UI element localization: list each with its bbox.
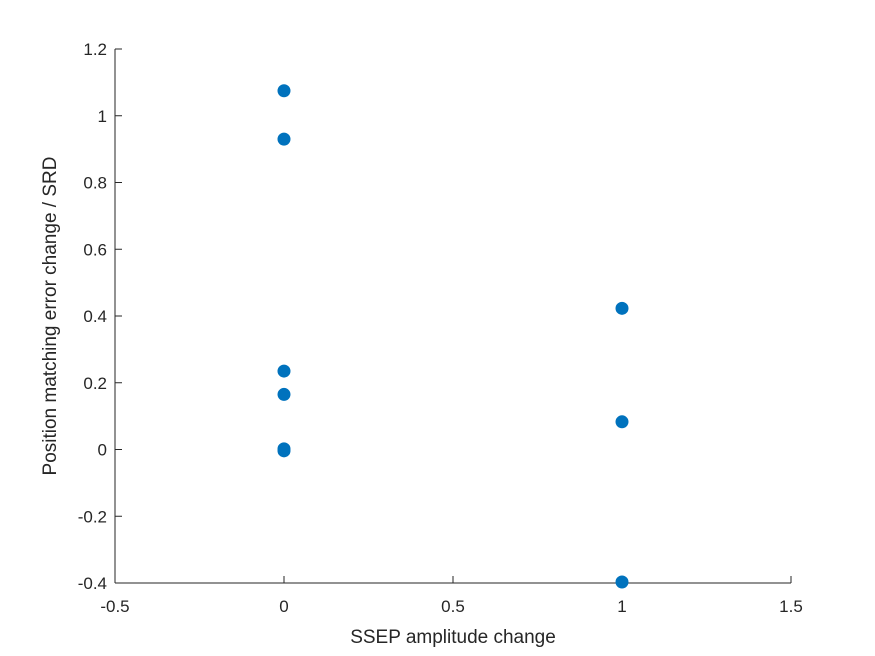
y-tick-label: 0.4: [83, 307, 107, 326]
y-tick-label: 0: [98, 441, 107, 460]
x-tick-label: -0.5: [100, 597, 129, 616]
y-tick-label: 1.2: [83, 40, 107, 59]
x-tick-label: 1: [617, 597, 626, 616]
scatter-point: [615, 415, 629, 429]
y-tick-label: 1: [98, 107, 107, 126]
y-tick-label: 0.2: [83, 374, 107, 393]
scatter-point: [615, 301, 629, 315]
x-axis-label: SSEP amplitude change: [350, 627, 556, 648]
scatter-point: [277, 387, 291, 401]
data-points: [277, 84, 629, 589]
y-axis-label: Position matching error change / SRD: [40, 157, 61, 476]
scatter-point: [277, 132, 291, 146]
x-tick-label: 0: [279, 597, 288, 616]
scatter-point: [277, 364, 291, 378]
x-tick-label: 1.5: [779, 597, 803, 616]
y-axis-ticks: -0.4 -0.2 0 0.2 0.4 0.6 0.8 1 1.2: [78, 40, 122, 593]
y-tick-label: -0.4: [78, 574, 107, 593]
y-tick-label: -0.2: [78, 507, 107, 526]
x-tick-label: 0.5: [441, 597, 465, 616]
y-tick-label: 0.8: [83, 174, 107, 193]
x-axis-ticks: -0.5 0 0.5 1 1.5: [100, 576, 803, 616]
scatter-point: [615, 575, 629, 589]
scatter-point: [277, 84, 291, 98]
axes: [114, 49, 791, 584]
y-tick-label: 0.6: [83, 240, 107, 259]
scatter-point: [277, 444, 291, 458]
